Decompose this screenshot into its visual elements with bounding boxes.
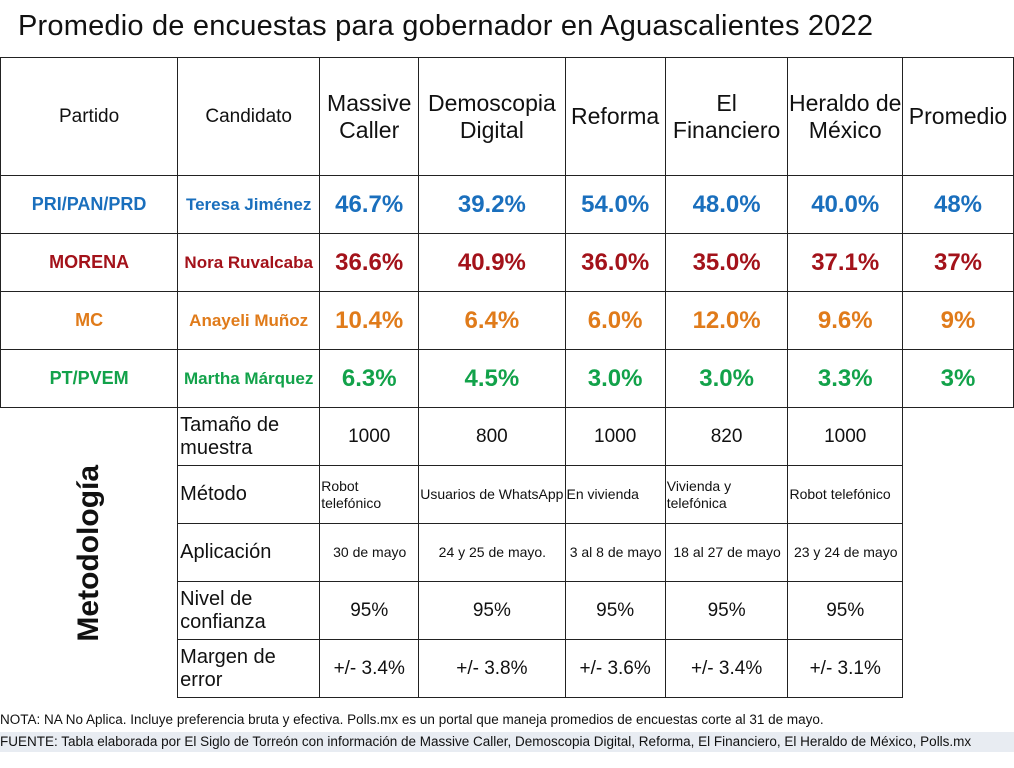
average-cell: 37%	[902, 233, 1014, 292]
methodology-value: +/- 3.4%	[664, 639, 789, 698]
poll-value-cell: 9.6%	[787, 291, 903, 350]
column-header: Candidato	[177, 57, 321, 176]
methodology-value: 1000	[787, 407, 903, 466]
note-text: NOTA: NA No Aplica. Incluye preferencia …	[0, 712, 824, 727]
poll-value-cell: 3.3%	[787, 349, 903, 408]
empty-cell	[902, 407, 1014, 466]
methodology-value: 24 y 25 de mayo.	[418, 523, 566, 582]
candidate-row: MC Anayeli Muñoz 10.4% 6.4% 6.0% 12.0% 9.6% 9%	[0, 291, 1014, 350]
methodology-row-label: Aplicación	[177, 523, 321, 582]
empty-cell	[902, 523, 1014, 582]
methodology-value: 23 y 24 de mayo	[787, 523, 903, 582]
candidate-cell: Anayeli Muñoz	[177, 291, 321, 350]
average-cell: 48%	[902, 175, 1014, 234]
methodology-row-label: Margen de error	[177, 639, 321, 698]
methodology-value: En vivienda	[564, 465, 666, 524]
methodology-value: +/- 3.1%	[787, 639, 903, 698]
methodology-row: Margen de error +/- 3.4% +/- 3.8% +/- 3.6% +…	[1, 639, 1014, 698]
methodology-label-text: Metodología	[71, 464, 105, 642]
average-cell: 3%	[902, 349, 1014, 408]
poll-value-cell: 39.2%	[418, 175, 566, 234]
methodology-row: Nivel de confianza 95% 95% 95% 95% 95%	[1, 581, 1014, 640]
methodology-row-label: Método	[177, 465, 321, 524]
methodology-value: 95%	[418, 581, 566, 640]
party-cell: MC	[0, 291, 179, 350]
methodology-value: 3 al 8 de mayo	[564, 523, 666, 582]
column-header: Promedio	[902, 57, 1014, 176]
poll-value-cell: 6.4%	[418, 291, 566, 350]
candidate-cell: Nora Ruvalcaba	[177, 233, 321, 292]
methodology-value: Vivienda y telefónica	[664, 465, 789, 524]
methodology-row-label: Nivel de confianza	[177, 581, 321, 640]
poll-value-cell: 12.0%	[664, 291, 789, 350]
column-header: El Financiero	[664, 57, 789, 176]
poll-value-cell: 10.4%	[319, 291, 420, 350]
source-text: FUENTE: Tabla elaborada por El Siglo de …	[0, 732, 1014, 752]
methodology-row: Metodología Tamaño de muestra 1000 800 1000 8…	[0, 407, 1014, 698]
methodology-value: +/- 3.6%	[564, 639, 666, 698]
page-title: Promedio de encuestas para gobernador en…	[18, 10, 874, 42]
candidate-row: MORENA Nora Ruvalcaba 36.6% 40.9% 36.0% 35.0%…	[0, 233, 1014, 292]
candidate-cell: Martha Márquez	[177, 349, 321, 408]
poll-value-cell: 3.0%	[564, 349, 666, 408]
header-row: Partido Candidato Massive Caller Demoscopia…	[0, 57, 1014, 176]
column-header: Partido	[0, 57, 179, 176]
methodology-value: 800	[418, 407, 566, 466]
candidate-cell: Teresa Jiménez	[177, 175, 321, 234]
party-cell: PRI/PAN/PRD	[0, 175, 179, 234]
methodology-value: +/- 3.4%	[319, 639, 420, 698]
methodology-value: 1000	[564, 407, 666, 466]
empty-cell	[902, 465, 1014, 524]
party-cell: PT/PVEM	[0, 349, 179, 408]
poll-value-cell: 35.0%	[664, 233, 789, 292]
poll-value-cell: 3.0%	[664, 349, 789, 408]
party-cell: MORENA	[0, 233, 179, 292]
methodology-value: 1000	[319, 407, 420, 466]
poll-value-cell: 36.0%	[564, 233, 666, 292]
methodology-row-label: Tamaño de muestra	[177, 407, 321, 466]
methodology-value: +/- 3.8%	[418, 639, 566, 698]
empty-cell	[902, 639, 1014, 698]
poll-value-cell: 46.7%	[319, 175, 420, 234]
poll-value-cell: 4.5%	[418, 349, 566, 408]
column-header: Demoscopia Digital	[418, 57, 566, 176]
column-header: Massive Caller	[319, 57, 420, 176]
methodology-value: 30 de mayo	[319, 523, 420, 582]
methodology-value: 95%	[319, 581, 420, 640]
candidate-row: PRI/PAN/PRD Teresa Jiménez 46.7% 39.2% 54.0%…	[0, 175, 1014, 234]
poll-value-cell: 36.6%	[319, 233, 420, 292]
poll-value-cell: 54.0%	[564, 175, 666, 234]
poll-value-cell: 6.3%	[319, 349, 420, 408]
poll-value-cell: 37.1%	[787, 233, 903, 292]
methodology-value: 820	[664, 407, 789, 466]
methodology-value: Usuarios de WhatsApp	[418, 465, 566, 524]
methodology-value: Robot telefónico	[319, 465, 420, 524]
methodology-value: 95%	[564, 581, 666, 640]
methodology-value: 95%	[787, 581, 903, 640]
column-header: Heraldo de México	[787, 57, 903, 176]
methodology-value: 95%	[664, 581, 789, 640]
poll-value-cell: 6.0%	[564, 291, 666, 350]
candidate-row: PT/PVEM Martha Márquez 6.3% 4.5% 3.0% 3.0% 3.3…	[0, 349, 1014, 408]
empty-cell	[902, 581, 1014, 640]
column-header: Reforma	[564, 57, 666, 176]
notes: NOTA: NA No Aplica. Incluye preferencia …	[0, 710, 1014, 752]
poll-value-cell: 40.9%	[418, 233, 566, 292]
methodology-value: Robot telefónico	[787, 465, 903, 524]
poll-value-cell: 48.0%	[664, 175, 789, 234]
methodology-value: 18 al 27 de mayo	[664, 523, 789, 582]
methodology-row: Método Robot telefónico Usuarios de WhatsA…	[1, 465, 1014, 524]
methodology-row: Aplicación 30 de mayo 24 y 25 de mayo. 3 al…	[1, 523, 1014, 582]
methodology-label: Metodología	[0, 407, 179, 698]
poll-value-cell: 40.0%	[787, 175, 903, 234]
average-cell: 9%	[902, 291, 1014, 350]
polls-table: Partido Candidato Massive Caller Demoscopia…	[0, 57, 1014, 698]
